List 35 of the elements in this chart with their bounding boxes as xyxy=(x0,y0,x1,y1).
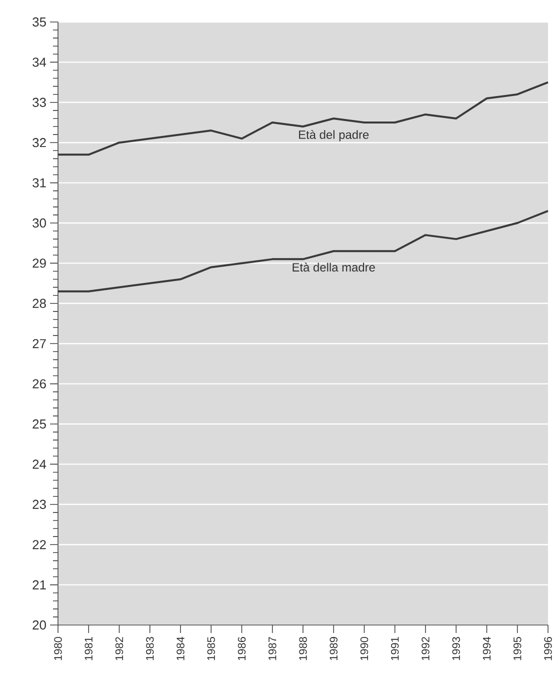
x-tick-label: 1993 xyxy=(452,637,460,660)
y-tick-label: 20 xyxy=(32,620,46,630)
x-tick-label: 1987 xyxy=(268,637,276,660)
y-tick-label: 22 xyxy=(32,540,46,550)
y-tick-label: 23 xyxy=(32,500,46,509)
x-tick-label: 1988 xyxy=(299,637,307,660)
y-tick-label: 29 xyxy=(32,258,46,268)
x-tick-label: 1991 xyxy=(391,637,399,660)
y-tick-label: 28 xyxy=(32,298,46,308)
y-tick-label: 35 xyxy=(32,17,46,27)
series-label: Età della madre xyxy=(292,262,375,272)
y-tick-label: 26 xyxy=(32,379,46,388)
y-tick-label: 27 xyxy=(32,339,46,348)
y-tick-label: 24 xyxy=(32,460,46,469)
x-tick-label: 1983 xyxy=(146,637,154,660)
x-tick-label: 1994 xyxy=(482,636,491,660)
x-tick-label: 1984 xyxy=(176,636,184,660)
y-tick-label: 31 xyxy=(32,178,46,188)
x-tick-label: 1989 xyxy=(330,637,338,660)
x-tick-label: 1992 xyxy=(422,637,430,660)
y-tick-label: 21 xyxy=(32,580,46,590)
y-tick-label: 30 xyxy=(32,218,46,228)
x-tick-label: 1981 xyxy=(84,637,93,660)
x-tick-label: 1980 xyxy=(54,636,62,660)
y-tick-label: 25 xyxy=(32,419,46,429)
x-tick-label: 1996 xyxy=(544,637,552,660)
x-tick-label: 1985 xyxy=(207,636,216,660)
y-tick-label: 34 xyxy=(32,58,46,67)
x-tick-label: 1982 xyxy=(115,637,124,660)
x-tick-label: 1990 xyxy=(360,636,368,660)
x-tick-label: 1995 xyxy=(514,636,522,660)
y-tick-label: 32 xyxy=(32,138,46,148)
y-tick-label: 33 xyxy=(32,98,46,107)
series-label: Età del padre xyxy=(299,130,369,142)
x-tick-label: 1986 xyxy=(238,637,246,660)
